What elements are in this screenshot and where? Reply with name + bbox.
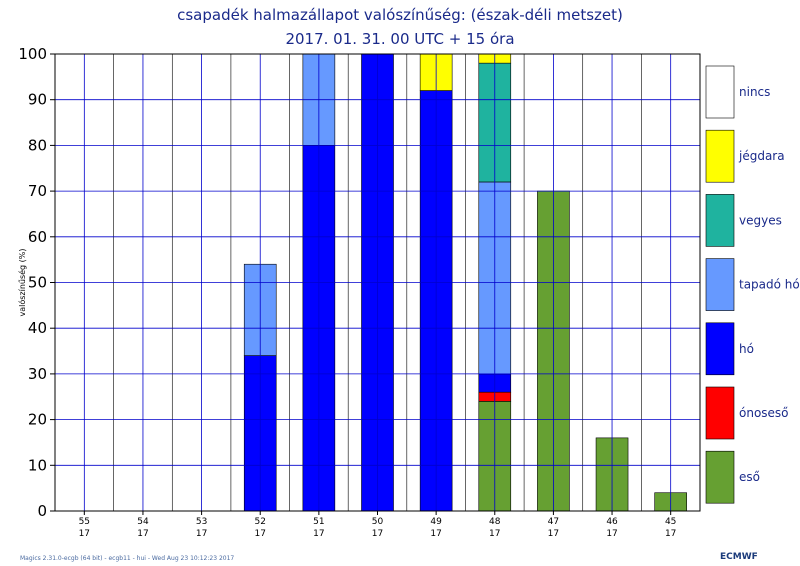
x-tick-label-lat: 45 <box>665 517 676 527</box>
legend-swatch <box>705 129 735 183</box>
x-tick-label-lon: 17 <box>255 529 266 539</box>
x-tick-label-lat: 54 <box>137 517 149 527</box>
legend-swatch <box>705 194 735 247</box>
y-tick-label: 60 <box>28 228 47 246</box>
x-tick-label-lat: 50 <box>372 517 384 527</box>
y-tick-label: 100 <box>18 45 47 63</box>
y-axis-label: valószínűség (%) <box>17 248 27 316</box>
legend-label: vegyes <box>739 213 782 227</box>
legend-swatch <box>705 258 735 311</box>
y-tick-label: 20 <box>28 411 47 429</box>
chart-title: csapadék halmazállapot valószínűség: (és… <box>177 6 623 24</box>
y-tick-label: 90 <box>28 91 47 109</box>
x-tick-label-lon: 17 <box>489 529 500 539</box>
chart-subtitle: 2017. 01. 31. 00 UTC + 15 óra <box>285 30 515 48</box>
x-tick-label-lon: 17 <box>79 529 90 539</box>
legend-label: tapadó hó <box>739 278 800 292</box>
x-tick-label-lat: 46 <box>606 517 618 527</box>
x-tick-label-lat: 47 <box>548 517 559 527</box>
x-tick-label-lat: 55 <box>79 517 90 527</box>
ecmwf-logo: ECMWF <box>720 552 758 562</box>
footer-text: Magics 2.31.0-ecgb (64 bit) - ecgb11 - h… <box>20 555 235 562</box>
legend-label: eső <box>739 470 760 484</box>
y-tick-label: 10 <box>28 456 47 474</box>
y-tick-label: 70 <box>28 182 47 200</box>
plot-frame <box>54 53 701 512</box>
x-tick-label-lat: 52 <box>255 517 266 527</box>
x-tick-label-lon: 17 <box>606 529 617 539</box>
legend-swatch <box>705 386 735 440</box>
y-tick-label: 40 <box>28 319 47 337</box>
legend-label: hó <box>739 342 754 356</box>
x-tick-label-lon: 17 <box>372 529 383 539</box>
x-tick-label-lon: 17 <box>548 529 559 539</box>
x-tick-label-lat: 49 <box>430 517 442 527</box>
y-tick-label: 80 <box>28 136 47 154</box>
legend-swatch <box>705 322 735 376</box>
x-tick-label-lat: 53 <box>196 517 207 527</box>
legend-label: jégdara <box>738 149 785 163</box>
legend-label: nincs <box>739 85 770 99</box>
x-tick-label-lon: 17 <box>430 529 441 539</box>
legend-swatch <box>705 65 735 119</box>
y-tick-label: 0 <box>37 502 47 520</box>
x-tick-label-lon: 17 <box>313 529 324 539</box>
x-tick-label-lon: 17 <box>137 529 148 539</box>
legend-label: ónoseső <box>739 406 789 420</box>
y-tick-label: 50 <box>28 274 47 292</box>
legend-swatch <box>705 450 735 504</box>
x-tick-label-lat: 48 <box>489 517 501 527</box>
x-tick-label-lat: 51 <box>313 517 324 527</box>
x-tick-label-lon: 17 <box>196 529 207 539</box>
y-tick-label: 30 <box>28 365 47 383</box>
x-tick-label-lon: 17 <box>665 529 676 539</box>
